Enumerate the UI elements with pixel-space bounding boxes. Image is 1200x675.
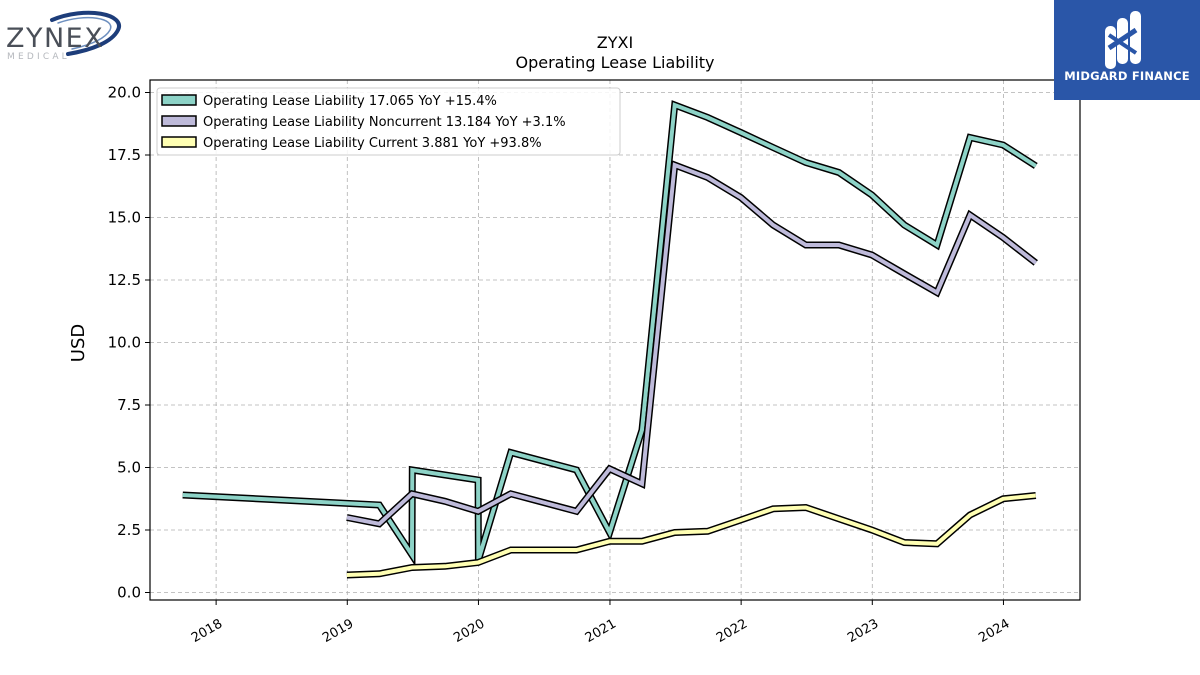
series-line-0: [182, 102, 1037, 562]
legend-swatch: [161, 94, 197, 106]
y-tick-label: 2.5: [117, 521, 141, 539]
y-axis-label: USD: [68, 324, 89, 362]
y-tick-label: 20.0: [108, 84, 141, 102]
zynex-logo-name: ZYNEX: [6, 23, 104, 54]
zynex-logo-mark: ZYNEX MEDICAL: [6, 10, 121, 62]
y-tick-label: 0.0: [117, 584, 141, 602]
series-outline-1: [346, 160, 1038, 528]
legend-box: [156, 87, 621, 156]
midgard-logo-name: MIDGARD FINANCE: [1064, 69, 1190, 83]
midgard-finance-logo: MIDGARD FINANCE: [1054, 0, 1200, 100]
x-tick-label: 2021: [583, 616, 619, 646]
chart-subtitle: Operating Lease Liability: [515, 53, 714, 72]
axes: 0.0 2.5 5.0 7.5 10.0 12.5 15.0 17.5 20.0 2018 2019…: [108, 84, 1013, 647]
y-tick-label: 15.0: [108, 209, 141, 227]
plot-frame: [149, 79, 1081, 601]
y-tick-label: 17.5: [108, 146, 141, 164]
legend-swatch: [161, 136, 197, 148]
legend-label: Operating Lease Liability Noncurrent 13.…: [203, 115, 566, 130]
legend-label: Operating Lease Liability 17.065 YoY +15…: [203, 94, 497, 109]
zynex-logo: ZYNEX MEDICAL: [4, 6, 124, 62]
y-tick-label: 10.0: [108, 334, 141, 352]
legend-swatch: [161, 115, 197, 127]
series-line-1: [346, 162, 1038, 526]
x-tick-label: 2019: [320, 616, 356, 646]
y-tick-label: 5.0: [117, 459, 141, 477]
series-lines: [182, 100, 1038, 579]
x-tick-label: 2022: [714, 616, 750, 646]
zynex-logo-tagline: MEDICAL: [7, 52, 70, 62]
series-line-2: [346, 493, 1037, 577]
y-tick-label: 7.5: [117, 396, 141, 414]
chart-title: ZYXI: [597, 33, 633, 52]
x-tick-label: 2024: [976, 616, 1012, 646]
midgard-logo-mark: [1105, 11, 1141, 69]
legend: Operating Lease Liability 17.065 YoY +15…: [156, 87, 621, 156]
series-outline-0: [182, 100, 1038, 567]
legend-label: Operating Lease Liability Current 3.881 …: [203, 136, 542, 151]
x-tick-label: 2023: [845, 616, 881, 646]
y-tick-label: 12.5: [108, 271, 141, 289]
x-tick-label: 2020: [451, 616, 487, 646]
x-tick-label: 2018: [189, 616, 225, 646]
series-outline-2: [346, 492, 1037, 579]
